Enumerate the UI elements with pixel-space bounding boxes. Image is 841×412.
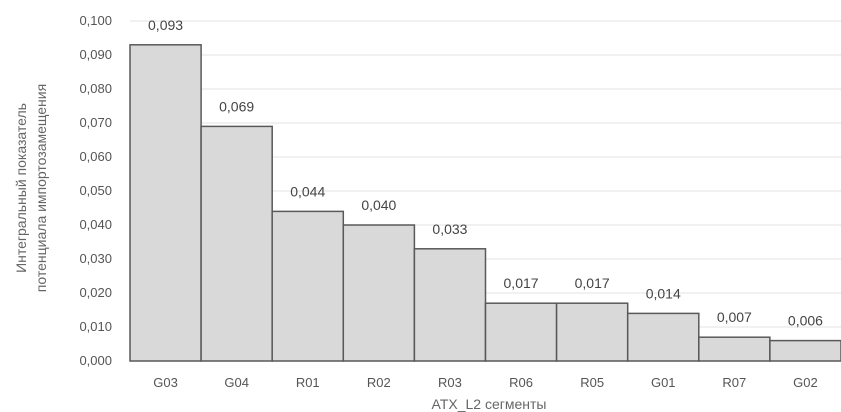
bar-r03 xyxy=(413,248,487,362)
bar-r01 xyxy=(271,210,345,362)
x-tick-label: G02 xyxy=(793,375,818,390)
data-label: 0,040 xyxy=(361,197,396,213)
data-labels: 0,093 0,069 0,044 0,040 0,033 0,017 0,017 0,014… xyxy=(148,17,823,329)
bar-g01 xyxy=(626,312,700,362)
x-tick-label: R06 xyxy=(509,375,533,390)
y-tick-label: 0,010 xyxy=(79,319,112,334)
bar-g02 xyxy=(769,339,841,362)
data-label: 0,006 xyxy=(788,313,823,329)
data-label: 0,014 xyxy=(646,285,681,301)
y-axis-ticks: 0,000 0,010 0,020 0,030 0,040 0,050 0,060 0,070… xyxy=(79,13,112,368)
bar-r02 xyxy=(342,224,416,362)
y-tick-label: 0,080 xyxy=(79,81,112,96)
bar-r06 xyxy=(484,302,558,362)
y-tick-label: 0,050 xyxy=(79,183,112,198)
x-tick-label: G03 xyxy=(153,375,178,390)
x-tick-label: R05 xyxy=(580,375,604,390)
y-axis-title: Интегральный показатель потенциала импор… xyxy=(13,84,49,292)
y-axis-title-line-1: Интегральный показатель xyxy=(13,103,29,273)
y-tick-label: 0,000 xyxy=(79,353,112,368)
data-label: 0,033 xyxy=(432,221,467,237)
bar-r05 xyxy=(555,302,629,362)
bar-g04 xyxy=(200,125,273,362)
x-tick-label: R01 xyxy=(296,375,320,390)
x-tick-label: R02 xyxy=(367,375,391,390)
data-label: 0,007 xyxy=(717,309,752,325)
y-tick-label: 0,040 xyxy=(79,217,112,232)
data-label: 0,044 xyxy=(290,183,325,199)
x-tick-label: G04 xyxy=(224,375,249,390)
data-label: 0,017 xyxy=(575,275,610,291)
bar-g03 xyxy=(129,44,202,362)
y-tick-label: 0,100 xyxy=(79,13,112,28)
data-label: 0,069 xyxy=(219,98,254,114)
x-tick-label: R07 xyxy=(722,375,746,390)
x-axis-title: ATX_L2 сегменты xyxy=(432,396,547,412)
x-axis-ticks: G03 G04 R01 R02 R03 R06 R05 G01 R07 G02 xyxy=(153,375,817,390)
y-tick-label: 0,070 xyxy=(79,115,112,130)
x-tick-label: G01 xyxy=(651,375,676,390)
y-axis-title-line-2: потенциала импортозамещения xyxy=(33,84,49,292)
y-tick-label: 0,090 xyxy=(79,47,112,62)
bar-r07 xyxy=(698,336,771,362)
data-label: 0,017 xyxy=(504,275,539,291)
y-tick-label: 0,060 xyxy=(79,149,112,164)
bars xyxy=(129,44,841,362)
x-tick-label: R03 xyxy=(438,375,462,390)
data-label: 0,093 xyxy=(148,17,183,33)
y-tick-label: 0,020 xyxy=(79,285,112,300)
y-tick-label: 0,030 xyxy=(79,251,112,266)
